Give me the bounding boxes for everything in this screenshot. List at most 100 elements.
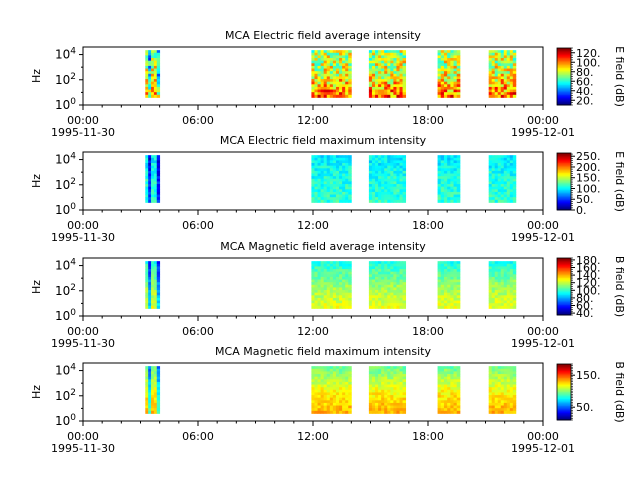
- heatmap-cell: [381, 60, 385, 64]
- heatmap-cell: [387, 55, 391, 59]
- heatmap-cell: [402, 189, 407, 193]
- heatmap-cell: [393, 297, 397, 301]
- heatmap-cell: [326, 269, 331, 273]
- heatmap-cell: [500, 402, 505, 406]
- heatmap-cell: [381, 261, 385, 265]
- heatmap-cell: [342, 178, 346, 182]
- heatmap-cell: [506, 58, 511, 62]
- heatmap-cell: [148, 263, 152, 267]
- heatmap-cell: [378, 263, 382, 267]
- x-tick-label: 12:00: [297, 430, 329, 443]
- heatmap-cell: [503, 405, 508, 409]
- heatmap-cell: [375, 389, 379, 393]
- heatmap-cell: [491, 89, 496, 93]
- heatmap-cell: [453, 368, 458, 372]
- heatmap-cell: [384, 199, 388, 203]
- heatmap-cell: [387, 173, 391, 177]
- heatmap-cell: [509, 63, 514, 67]
- heatmap-cell: [348, 63, 352, 67]
- heatmap-cell: [156, 395, 161, 399]
- heatmap-cell: [378, 261, 382, 265]
- heatmap-cell: [329, 89, 334, 93]
- heatmap-cell: [450, 402, 454, 406]
- heatmap-cell: [153, 290, 158, 294]
- heatmap-cell: [156, 168, 161, 172]
- heatmap-cell: [450, 397, 454, 401]
- heatmap-cell: [368, 303, 373, 307]
- heatmap-cell: [402, 157, 407, 161]
- heatmap-cell: [145, 157, 149, 161]
- heatmap-cell: [497, 376, 502, 380]
- heatmap-cell: [384, 191, 388, 195]
- heatmap-cell: [387, 58, 391, 62]
- heatmap-cell: [375, 191, 379, 195]
- heatmap-cell: [450, 55, 454, 59]
- heatmap-cell: [345, 160, 349, 164]
- colorbar-swatch: [557, 302, 571, 305]
- heatmap-cell: [500, 173, 505, 177]
- heatmap-cell: [332, 157, 337, 161]
- heatmap-cell: [153, 366, 158, 370]
- heatmap-cell: [148, 381, 152, 385]
- heatmap-cell: [151, 269, 155, 273]
- heatmap-cell: [453, 191, 458, 195]
- heatmap-cell: [384, 290, 388, 294]
- heatmap-cell: [323, 303, 328, 307]
- heatmap-cell: [453, 168, 458, 172]
- heatmap-cell: [348, 165, 352, 169]
- heatmap-cell: [151, 300, 155, 304]
- heatmap-cell: [512, 199, 517, 203]
- heatmap-cell: [393, 191, 397, 195]
- heatmap-cell: [488, 79, 493, 83]
- heatmap-cell: [509, 295, 514, 299]
- heatmap-cell: [399, 81, 403, 85]
- colorbar-swatch: [557, 282, 571, 285]
- heatmap-cell: [447, 410, 451, 414]
- heatmap-cell: [387, 176, 391, 180]
- heatmap-cell: [371, 284, 376, 288]
- heatmap-cell: [151, 194, 155, 198]
- heatmap-cell: [488, 81, 493, 85]
- heatmap-cell: [440, 184, 445, 188]
- heatmap-cell: [320, 176, 325, 180]
- heatmap-cell: [339, 379, 343, 383]
- heatmap-cell: [387, 65, 391, 69]
- heatmap-cell: [447, 392, 451, 396]
- heatmap-cell: [368, 58, 373, 62]
- heatmap-cell: [443, 160, 448, 164]
- heatmap-cell: [317, 160, 322, 164]
- heatmap-cell: [323, 287, 328, 291]
- heatmap-cell: [371, 92, 376, 96]
- heatmap-cell: [396, 379, 400, 383]
- heatmap-cell: [371, 300, 376, 304]
- heatmap-cell: [456, 282, 461, 286]
- heatmap-cell: [335, 165, 340, 169]
- heatmap-cell: [151, 305, 155, 309]
- heatmap-cell: [314, 297, 318, 301]
- heatmap-cell: [381, 392, 385, 396]
- heatmap-cell: [153, 89, 158, 93]
- heatmap-cell: [151, 81, 155, 85]
- heatmap-cell: [381, 379, 385, 383]
- heatmap-cell: [381, 155, 385, 159]
- heatmap-cell: [506, 157, 511, 161]
- heatmap-cell: [497, 186, 502, 190]
- heatmap-cell: [509, 400, 514, 404]
- heatmap-cell: [326, 86, 331, 90]
- heatmap-cell: [371, 176, 376, 180]
- heatmap-cell: [456, 155, 461, 159]
- heatmap-cell: [314, 395, 318, 399]
- heatmap-cell: [371, 368, 376, 372]
- heatmap-cell: [148, 402, 152, 406]
- data-block: [437, 261, 461, 309]
- heatmap-cell: [488, 52, 493, 56]
- heatmap-cell: [329, 397, 334, 401]
- heatmap-cell: [399, 50, 403, 54]
- heatmap-cell: [368, 73, 373, 77]
- heatmap-cell: [320, 384, 325, 388]
- heatmap-cell: [506, 269, 511, 273]
- heatmap-cell: [153, 295, 158, 299]
- heatmap-cell: [399, 389, 403, 393]
- heatmap-cell: [437, 160, 442, 164]
- heatmap-cell: [314, 368, 318, 372]
